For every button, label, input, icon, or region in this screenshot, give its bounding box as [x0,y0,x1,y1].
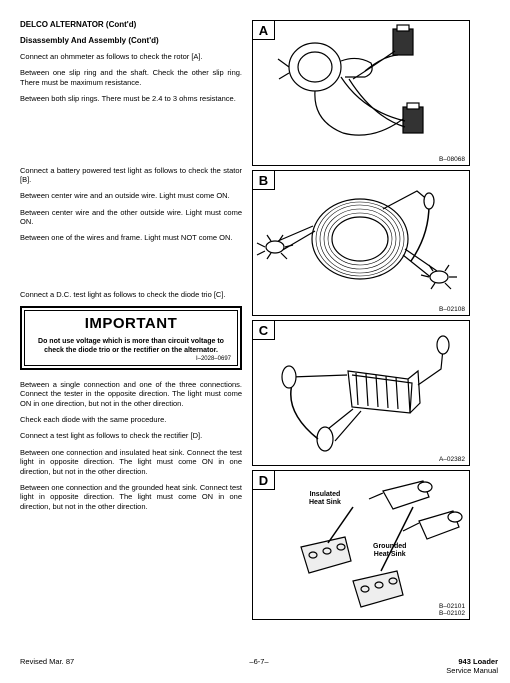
important-box: IMPORTANT Do not use voltage which is mo… [20,306,242,370]
figure-label: D [253,471,275,490]
figure-label: B [253,171,275,190]
paragraph: Between one of the wires and frame. Ligh… [20,233,242,242]
footer-center: –6-7– [249,657,268,666]
right-column: A B–08068 [252,20,492,624]
footer-product: 943 Loader [446,657,498,666]
paragraph: Between both slip rings. There must be 2… [20,94,242,103]
footer-doctype: Service Manual [446,666,498,675]
rectifier-diagram [253,471,467,617]
important-code: I–2028–0697 [31,356,231,362]
paragraph: Check each diode with the same procedure… [20,415,242,424]
figure-code: A–02382 [439,456,465,463]
figure-code: B–02101 B–02102 [439,603,465,617]
stator-diagram [253,171,467,313]
left-column: DELCO ALTERNATOR (Cont'd) Disassembly An… [20,20,242,624]
paragraph: Between a single connection and one of t… [20,380,242,408]
paragraph: Between one connection and insulated hea… [20,448,242,476]
callout-grounded: Grounded Heat Sink [373,543,406,558]
paragraph: Between center wire and the other outsid… [20,208,242,227]
figure-code: B–02108 [439,306,465,313]
figure-c: C A–02382 [252,320,470,466]
page-footer: Revised Mar. 87 –6-7– 943 Loader Service… [20,657,498,675]
section-subheading: Disassembly And Assembly (Cont'd) [20,36,242,45]
important-text: Do not use voltage which is more than ci… [31,338,231,355]
callout-insulated: Insulated Heat Sink [309,491,341,506]
figure-label: C [253,321,275,340]
paragraph: Between one slip ring and the shaft. Che… [20,68,242,87]
figure-b: B B–02108 [252,170,470,316]
paragraph: Connect a test light as follows to check… [20,431,242,440]
important-title: IMPORTANT [31,315,231,332]
figure-code: B–08068 [439,156,465,163]
figure-d: D B–02101 B–02102 Insulated Heat Sink Gr… [252,470,470,620]
paragraph: Between center wire and an outside wire.… [20,191,242,200]
paragraph: Connect a battery powered test light as … [20,166,242,185]
diode-trio-diagram [253,321,467,463]
paragraph: Connect an ohmmeter as follows to check … [20,52,242,61]
figure-a: A B–08068 [252,20,470,166]
paragraph: Between one connection and the grounded … [20,483,242,511]
section-heading: DELCO ALTERNATOR (Cont'd) [20,20,242,29]
paragraph: Connect a D.C. test light as follows to … [20,290,242,299]
footer-left: Revised Mar. 87 [20,657,74,675]
figure-label: A [253,21,275,40]
rotor-diagram [253,21,467,163]
